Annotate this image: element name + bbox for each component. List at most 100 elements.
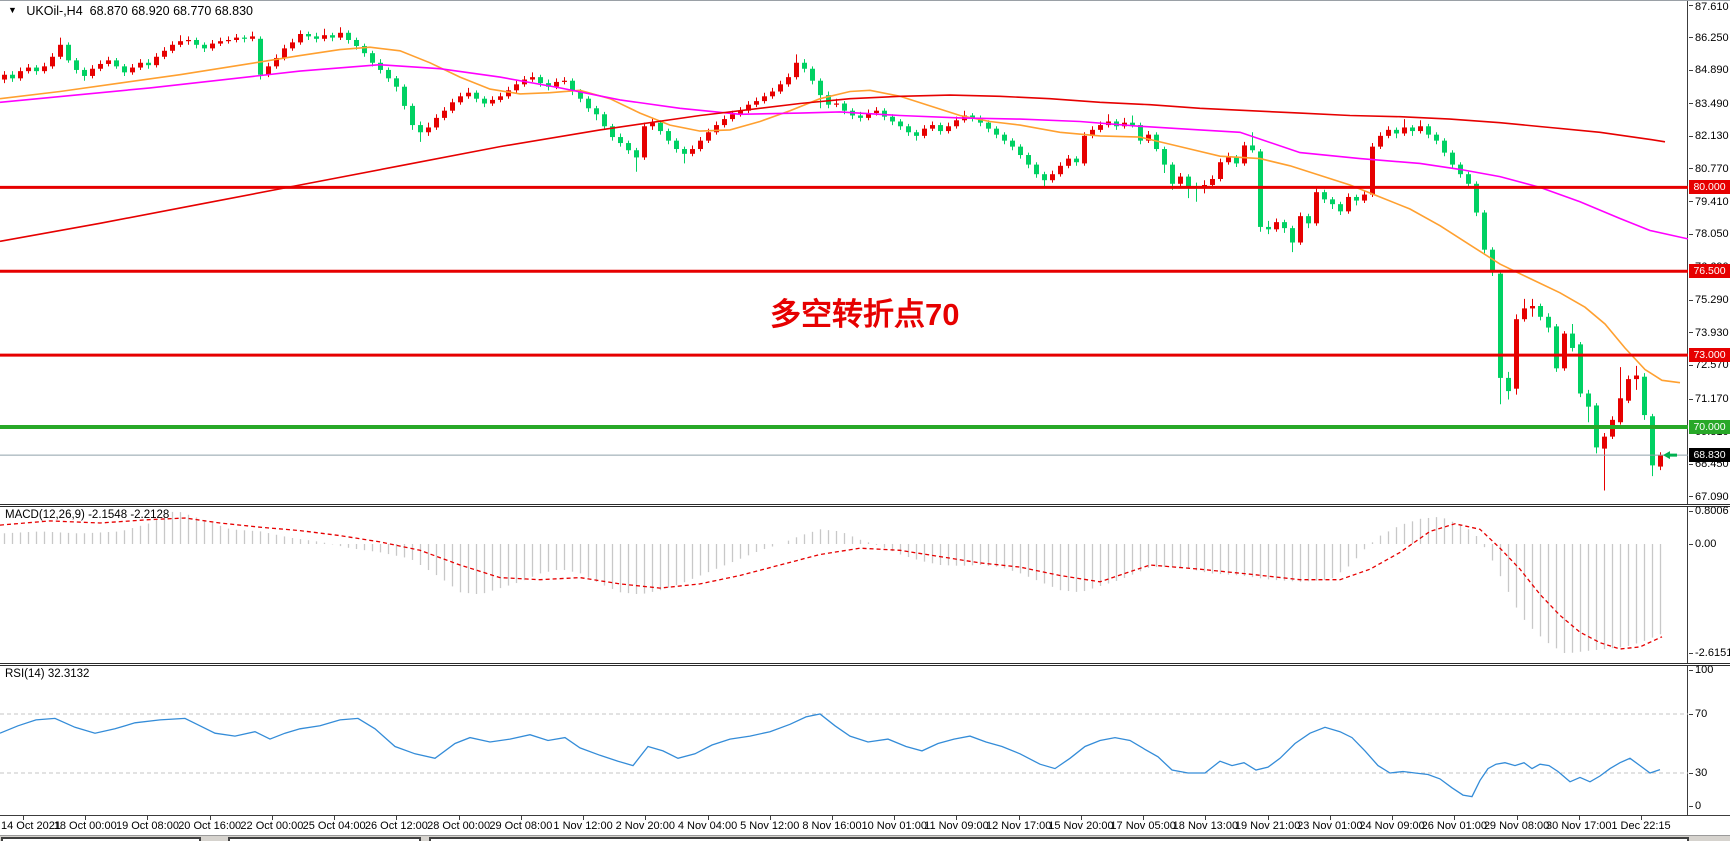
time-tick (85, 816, 87, 820)
price-tick (1689, 299, 1693, 301)
annotation-text: 多空转折点70 (770, 297, 960, 332)
price-tick-label: 72.570 (1695, 359, 1729, 372)
macd-tick (1689, 510, 1693, 512)
time-tick (23, 816, 24, 820)
price-tick-label: 83.490 (1695, 97, 1729, 110)
current-price-badge: 68.830 (1689, 448, 1730, 463)
macd-main-value: -2.1548 (88, 509, 128, 521)
symbol-timeframe-label: UKOil-,H4 (26, 4, 83, 18)
time-tick-label: 30 Nov 17:00 (1546, 820, 1612, 832)
time-tick (1080, 816, 1082, 820)
price-tick (1689, 398, 1693, 400)
candlestick-chart[interactable] (0, 1, 1688, 504)
time-tick (1143, 816, 1145, 820)
rsi-tick-label: 100 (1695, 664, 1714, 676)
time-tick (832, 816, 833, 820)
time-tick-label: 10 Nov 01:00 (861, 820, 927, 832)
time-tick (583, 816, 585, 820)
time-tick-label: 28 Oct 00:00 (427, 820, 491, 832)
time-tick (1454, 816, 1456, 820)
price-tick-label: 67.090 (1695, 490, 1729, 503)
level-price-badge: 80.000 (1689, 180, 1730, 195)
rsi-tick-label: 0 (1695, 800, 1702, 812)
time-tick-label: 14 Oct 2021 (1, 820, 61, 832)
rsi-chart-canvas[interactable] (0, 666, 1688, 815)
time-axis: 14 Oct 2021 18 Oct 00:00 19 Oct 08:00 20 Oc… (0, 815, 1730, 835)
time-tick-label: 15 Nov 20:00 (1048, 820, 1114, 832)
price-tick (1689, 69, 1693, 71)
rsi-value: 32.3132 (47, 668, 90, 680)
rsi-axis: 100 70 30 0 (1689, 664, 1730, 815)
price-tick-label: 79.410 (1695, 195, 1729, 208)
time-tick (645, 816, 647, 820)
time-tick (769, 816, 771, 820)
price-tick-label: 73.930 (1695, 326, 1729, 339)
time-tick-label: 19 Oct 08:00 (115, 820, 179, 832)
time-tick (1641, 816, 1642, 820)
rsi-name-label: RSI(14) (5, 668, 45, 680)
ohlc-high-value: 68.920 (131, 4, 170, 18)
time-tick-label: 5 Nov 12:00 (740, 820, 800, 832)
price-tick (1689, 4, 1693, 6)
price-tick-label: 87.610 (1695, 1, 1729, 13)
rsi-tick (1689, 805, 1693, 807)
status-bar-segment[interactable] (228, 837, 421, 841)
time-tick (396, 816, 398, 820)
ohlc-low-value: 68.770 (173, 4, 212, 18)
rsi-pane: RSI(14) 32.3132 100 70 30 0 (0, 664, 1730, 815)
time-tick-label: 1 Dec 22:15 (1611, 820, 1671, 832)
pane-separator[interactable] (0, 504, 1730, 507)
time-tick (1392, 816, 1394, 820)
time-tick (1205, 816, 1207, 820)
macd-chart[interactable] (0, 507, 1688, 663)
status-bar-segment[interactable] (1, 837, 201, 841)
time-tick-label: 18 Nov 13:00 (1172, 820, 1239, 832)
time-tick (271, 816, 273, 820)
ohlc-close-value: 68.830 (214, 4, 254, 18)
macd-signal-value: -2.2128 (130, 509, 170, 521)
time-tick-label: 29 Nov 08:00 (1483, 820, 1550, 832)
time-tick-label: 1 Nov 12:00 (553, 820, 613, 832)
chart-title: ▼ UKOil-,H4 68.870 68.920 68.770 68.830 (8, 4, 253, 18)
time-tick (147, 816, 149, 820)
time-tick-label: 26 Oct 12:00 (364, 820, 428, 832)
horizontal-scrollbar[interactable] (429, 837, 1689, 841)
price-tick (1689, 168, 1693, 170)
time-tick-label: 19 Nov 21:00 (1234, 820, 1301, 832)
price-tick (1689, 201, 1693, 203)
price-axis: 87.610 86.250 84.890 83.490 82.130 80.770 79.4… (1689, 1, 1730, 504)
macd-name-label: MACD(12,26,9) (5, 509, 85, 521)
price-tick-label: 80.770 (1695, 162, 1729, 175)
rsi-tick (1689, 669, 1693, 671)
macd-chart-canvas[interactable] (0, 507, 1688, 663)
level-price-badge: 70.000 (1689, 420, 1730, 435)
macd-pane: MACD(12,26,9) -2.1548 -2.2128 0.8006 0.00… (0, 505, 1730, 663)
price-tick (1689, 233, 1693, 235)
bottom-status-bar (0, 835, 1730, 841)
price-tick-label: 78.050 (1695, 228, 1729, 241)
time-tick-label: 8 Nov 16:00 (802, 820, 862, 832)
time-tick (1516, 816, 1518, 820)
macd-tick-label: 0.8006 (1695, 505, 1729, 517)
time-tick (894, 816, 896, 820)
rsi-chart[interactable] (0, 666, 1688, 815)
time-tick-label: 29 Oct 08:00 (489, 820, 553, 832)
rsi-tick (1689, 772, 1693, 774)
time-tick-label: 11 Nov 09:00 (924, 820, 989, 832)
macd-tick-label: 0.00 (1695, 538, 1717, 550)
time-tick (458, 816, 460, 820)
price-chart-canvas[interactable] (0, 1, 1688, 504)
rsi-tick (1689, 713, 1693, 715)
time-tick (1267, 816, 1269, 820)
time-tick-label: 17 Nov 05:00 (1110, 820, 1176, 832)
price-tick-label: 82.130 (1695, 130, 1729, 143)
main-price-pane: ▼ UKOil-,H4 68.870 68.920 68.770 68.830 … (0, 1, 1730, 504)
time-tick-label: 18 Oct 00:00 (53, 820, 117, 832)
price-tick (1689, 37, 1693, 39)
rsi-title: RSI(14) 32.3132 (5, 668, 89, 680)
pane-separator[interactable] (0, 663, 1730, 666)
price-tick (1689, 364, 1693, 366)
level-price-badge: 73.000 (1689, 348, 1730, 363)
price-tick (1689, 463, 1693, 465)
price-tick (1689, 496, 1693, 498)
